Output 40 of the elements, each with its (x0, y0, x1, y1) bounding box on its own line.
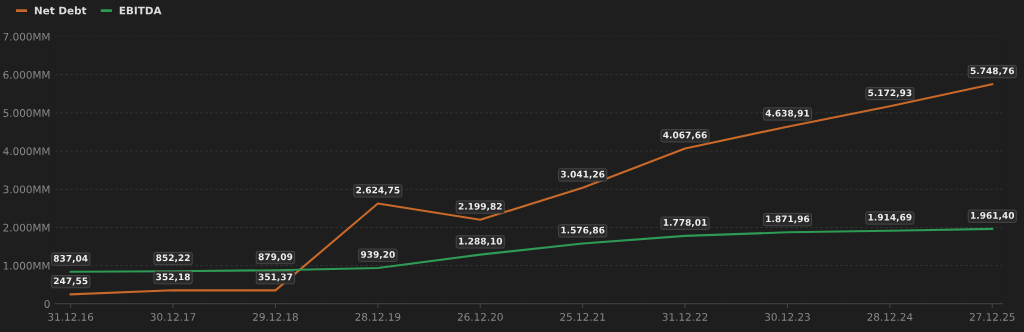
y-tick-label: 1.000MM (3, 261, 50, 270)
x-tick-label: 31.12.22 (662, 312, 708, 321)
data-label: 352,18 (156, 273, 190, 282)
x-tick-label: 28.12.24 (867, 312, 913, 321)
data-label: 879,09 (258, 253, 293, 262)
data-label: 5.748,76 (970, 67, 1015, 76)
data-label: 247,55 (53, 277, 88, 286)
x-tick-label: 31.12.16 (48, 312, 94, 321)
data-label: 1.871,96 (766, 215, 810, 224)
y-tick-label: 4.000MM (3, 147, 50, 156)
x-tick-label: 30.12.23 (765, 312, 810, 321)
data-label: 1.576,86 (561, 226, 605, 235)
data-label: 3.041,26 (560, 170, 605, 179)
y-tick-label: 2.000MM (3, 223, 50, 232)
y-tick-label: 6.000MM (3, 70, 50, 79)
data-label: 2.199,82 (458, 202, 502, 211)
data-label: 4.638,91 (765, 109, 810, 118)
x-tick-label: 27.12.25 (969, 312, 1015, 321)
y-tick-label: 3.000MM (3, 185, 50, 194)
data-label: 351,37 (258, 273, 293, 282)
y-tick-label: 0 (44, 300, 50, 308)
data-label: 1.914,69 (868, 213, 912, 222)
y-tick-label: 5.000MM (3, 109, 50, 117)
data-label: 1.288,10 (459, 237, 503, 246)
data-label: 939,20 (360, 251, 395, 259)
x-tick-label: 28.12.19 (355, 312, 401, 321)
legend-label: Net Debt (34, 6, 87, 15)
data-label: 2.624,75 (356, 186, 400, 195)
y-tick-label: 7.000MM (3, 32, 50, 41)
legend-label: EBITDA (119, 6, 162, 15)
x-tick-label: 29.12.18 (253, 312, 298, 321)
data-label: 1.961,40 (971, 211, 1015, 220)
data-label: 837,04 (53, 254, 88, 263)
data-label: 5.172,93 (868, 89, 912, 98)
x-tick-label: 26.12.20 (457, 312, 503, 321)
data-label: 852,22 (156, 254, 190, 263)
data-label: 4.067,66 (663, 131, 707, 140)
x-tick-label: 25.12.21 (560, 312, 605, 321)
x-tick-label: 30.12.17 (150, 312, 196, 321)
data-label: 1.778,01 (663, 218, 707, 227)
